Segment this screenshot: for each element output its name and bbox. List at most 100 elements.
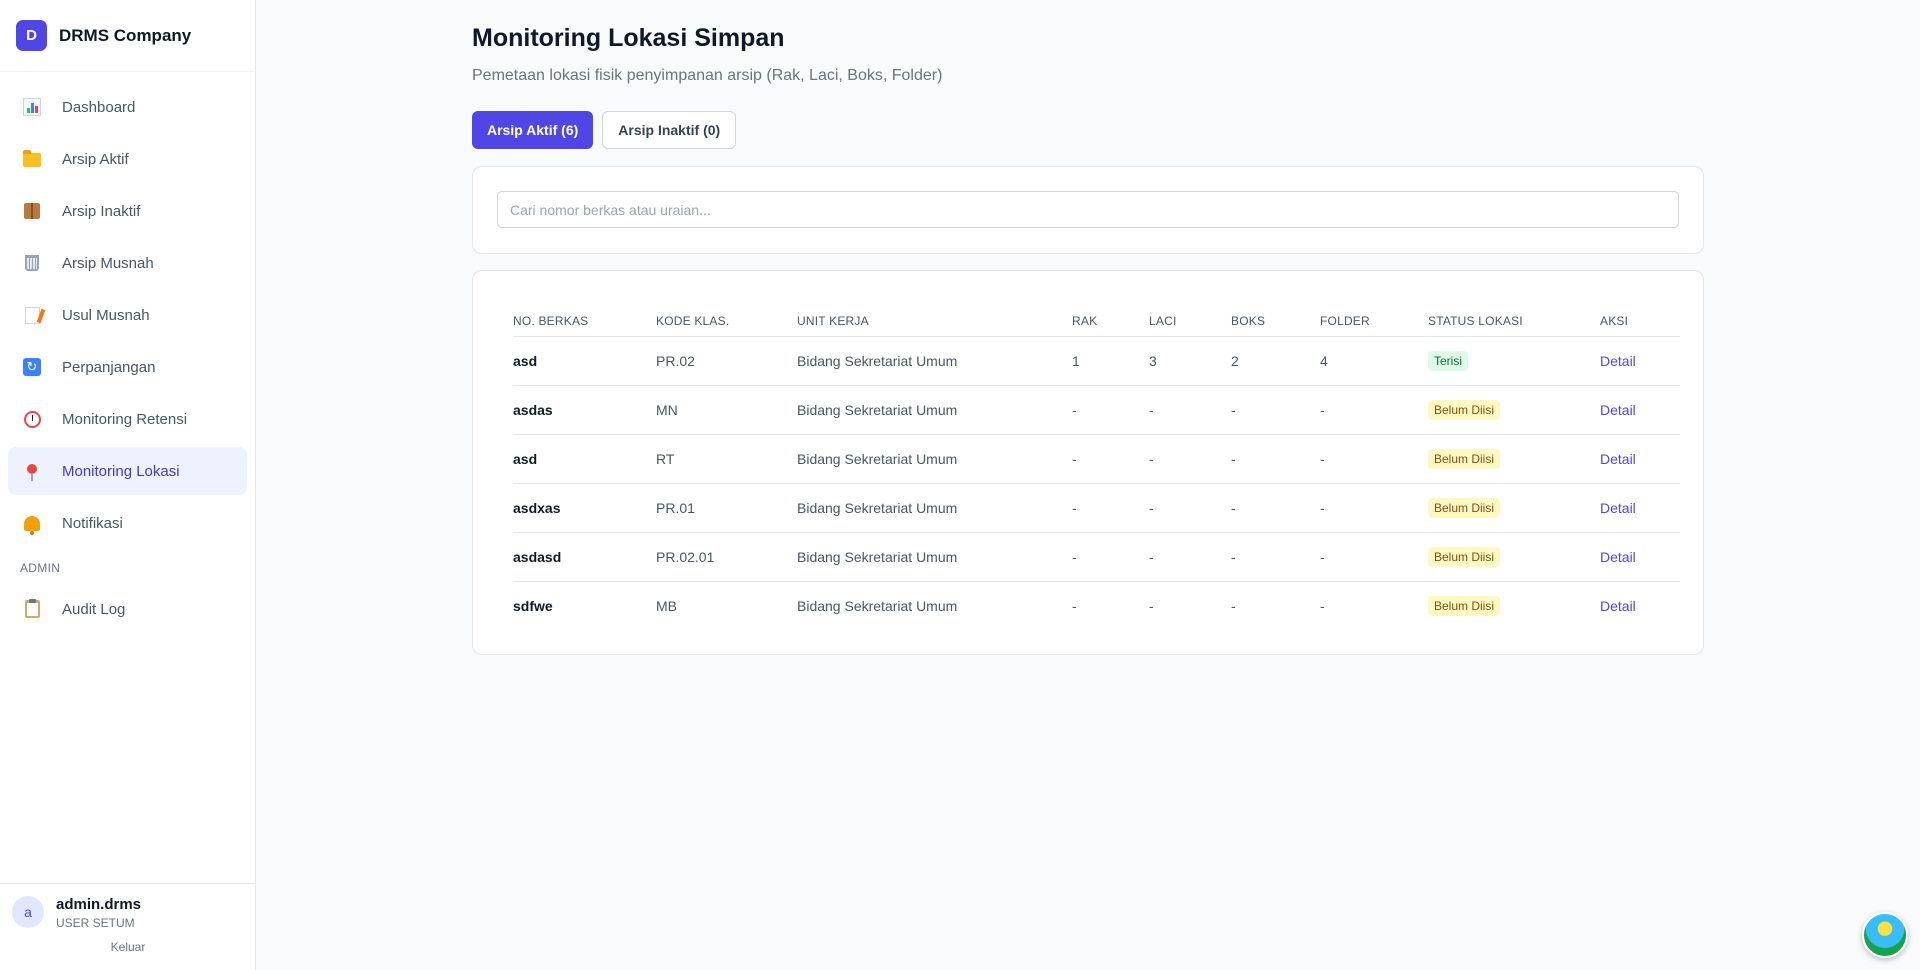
column-header[interactable]: UNIT KERJA: [797, 295, 1072, 337]
cell-kode-klas: PR.02.01: [656, 532, 797, 582]
table-header-row: NO. BERKAS KODE KLAS. UNIT KERJA RAK LAC…: [513, 295, 1680, 337]
cell-no-berkas: asd: [513, 336, 656, 386]
detail-link[interactable]: Detail: [1600, 401, 1636, 418]
cell-folder: -: [1320, 434, 1428, 484]
column-header[interactable]: STATUS LOKASI: [1428, 295, 1600, 337]
cell-laci: -: [1149, 597, 1154, 614]
table-row: sdfwe MB Bidang Sekretariat Umum - - - -…: [513, 581, 1680, 630]
location-table: NO. BERKAS KODE KLAS. UNIT KERJA RAK LAC…: [513, 295, 1680, 630]
cell-no-berkas: sdfwe: [513, 597, 553, 614]
detail-link[interactable]: Detail: [1600, 450, 1636, 467]
status-badge: Belum Diisi: [1428, 546, 1501, 567]
sidebar-item-label: Monitoring Retensi: [62, 410, 188, 428]
sidebar-item-perpanjangan[interactable]: ↻ Perpanjangan: [8, 343, 247, 391]
cycle-icon: ↻: [22, 357, 42, 377]
search-card: [472, 166, 1704, 254]
cell-folder: -: [1320, 597, 1325, 614]
cell-kode-klas: MN: [656, 385, 797, 435]
cell-status: Belum Diisi: [1428, 483, 1600, 533]
detail-link[interactable]: Detail: [1600, 352, 1636, 369]
status-badge: Belum Diisi: [1428, 448, 1501, 469]
page-title: Monitoring Lokasi Simpan: [472, 24, 785, 52]
brand-name: DRMS Company: [59, 25, 192, 45]
cell-status: Terisi: [1428, 336, 1600, 386]
detail-link[interactable]: Detail: [1600, 548, 1636, 565]
sidebar-item-monitoring-retensi[interactable]: Monitoring Retensi: [8, 395, 247, 443]
table-card: NO. BERKAS KODE KLAS. UNIT KERJA RAK LAC…: [472, 270, 1704, 655]
user-name: admin.drms: [56, 896, 142, 913]
cell-aksi: Detail: [1600, 434, 1680, 484]
cell-rak: -: [1072, 483, 1149, 533]
box-icon: [22, 201, 42, 221]
sidebar-item-arsip-musnah[interactable]: Arsip Musnah: [8, 239, 247, 287]
tab-bar: Arsip Aktif (6) Arsip Inaktif (0): [472, 111, 1704, 149]
sidebar-item-usul-musnah[interactable]: Usul Musnah: [8, 291, 247, 339]
bar-chart-icon: [22, 97, 42, 117]
detail-link[interactable]: Detail: [1600, 597, 1636, 614]
sidebar-item-label: Notifikasi: [62, 514, 123, 532]
logout-button[interactable]: Keluar: [110, 940, 146, 954]
column-header: AKSI: [1600, 295, 1680, 337]
cell-boks: -: [1231, 597, 1236, 614]
status-badge: Belum Diisi: [1428, 399, 1501, 420]
cell-laci: 3: [1149, 336, 1231, 386]
table-row: asd RT Bidang Sekretariat Umum - - - - B…: [513, 434, 1680, 484]
alarm-clock-icon: [22, 409, 42, 429]
folder-icon: [22, 149, 42, 169]
cell-rak: -: [1072, 532, 1149, 582]
column-header[interactable]: NO. BERKAS: [513, 295, 656, 337]
sidebar-item-arsip-inaktif[interactable]: Arsip Inaktif: [8, 187, 247, 235]
cell-rak: -: [1072, 385, 1149, 435]
sidebar-nav: Dashboard Arsip Aktif Arsip Inaktif Arsi…: [0, 72, 255, 633]
cell-unit-kerja: Bidang Sekretariat Umum: [797, 597, 958, 614]
sidebar-item-audit-log[interactable]: Audit Log: [8, 585, 247, 633]
column-header[interactable]: RAK: [1072, 295, 1149, 337]
cell-aksi: Detail: [1600, 385, 1680, 435]
cell-unit-kerja: Bidang Sekretariat Umum: [797, 532, 1072, 582]
cell-laci: -: [1149, 483, 1231, 533]
cell-no-berkas: asd: [513, 434, 656, 484]
table-row: asdas MN Bidang Sekretariat Umum - - - -…: [513, 385, 1680, 435]
column-header[interactable]: FOLDER: [1320, 295, 1428, 337]
sidebar-item-label: Arsip Inaktif: [62, 202, 141, 220]
cell-status: Belum Diisi: [1428, 581, 1600, 630]
tab-arsip-aktif[interactable]: Arsip Aktif (6): [472, 111, 594, 149]
column-header[interactable]: LACI: [1149, 295, 1231, 337]
column-header[interactable]: BOKS: [1231, 295, 1320, 337]
table-row: asdxas PR.01 Bidang Sekretariat Umum - -…: [513, 483, 1680, 533]
cell-status: Belum Diisi: [1428, 385, 1600, 435]
user-panel: a admin.drms USER SETUM Keluar: [0, 883, 256, 970]
wastebasket-icon: [22, 253, 42, 273]
cell-folder: -: [1320, 385, 1428, 435]
cell-rak: -: [1072, 434, 1149, 484]
sidebar-item-monitoring-lokasi[interactable]: Monitoring Lokasi: [8, 447, 247, 495]
floating-assistant-button[interactable]: [1862, 912, 1908, 958]
page-subtitle: Pemetaan lokasi fisik penyimpanan arsip …: [472, 67, 943, 84]
cell-unit-kerja: Bidang Sekretariat Umum: [797, 336, 1072, 386]
sidebar-item-label: Arsip Musnah: [62, 254, 154, 272]
sidebar: D DRMS Company Dashboard Arsip Aktif Ars…: [0, 0, 256, 970]
cell-boks: 2: [1231, 336, 1320, 386]
brand-logo: D: [16, 20, 47, 51]
table-row: asdasd PR.02.01 Bidang Sekretariat Umum …: [513, 532, 1680, 582]
cell-no-berkas: asdasd: [513, 532, 656, 582]
status-badge: Belum Diisi: [1428, 497, 1501, 518]
sidebar-item-arsip-aktif[interactable]: Arsip Aktif: [8, 135, 247, 183]
brand: D DRMS Company: [0, 0, 255, 72]
cell-kode-klas: MB: [656, 597, 677, 614]
clipboard-icon: [22, 599, 42, 619]
cell-unit-kerja: Bidang Sekretariat Umum: [797, 385, 1072, 435]
cell-no-berkas: asdas: [513, 385, 656, 435]
cell-folder: -: [1320, 483, 1428, 533]
cell-aksi: Detail: [1600, 336, 1680, 386]
sidebar-item-dashboard[interactable]: Dashboard: [8, 83, 247, 131]
detail-link[interactable]: Detail: [1600, 499, 1636, 516]
sidebar-section-admin: ADMIN: [20, 561, 61, 575]
tab-arsip-inaktif[interactable]: Arsip Inaktif (0): [602, 111, 737, 149]
sidebar-item-notifikasi[interactable]: Notifikasi: [8, 499, 247, 547]
cell-kode-klas: PR.02: [656, 336, 797, 386]
sidebar-item-label: Audit Log: [62, 600, 126, 618]
column-header[interactable]: KODE KLAS.: [656, 295, 797, 337]
sidebar-item-label: Arsip Aktif: [62, 150, 129, 168]
search-input[interactable]: [497, 191, 1679, 228]
